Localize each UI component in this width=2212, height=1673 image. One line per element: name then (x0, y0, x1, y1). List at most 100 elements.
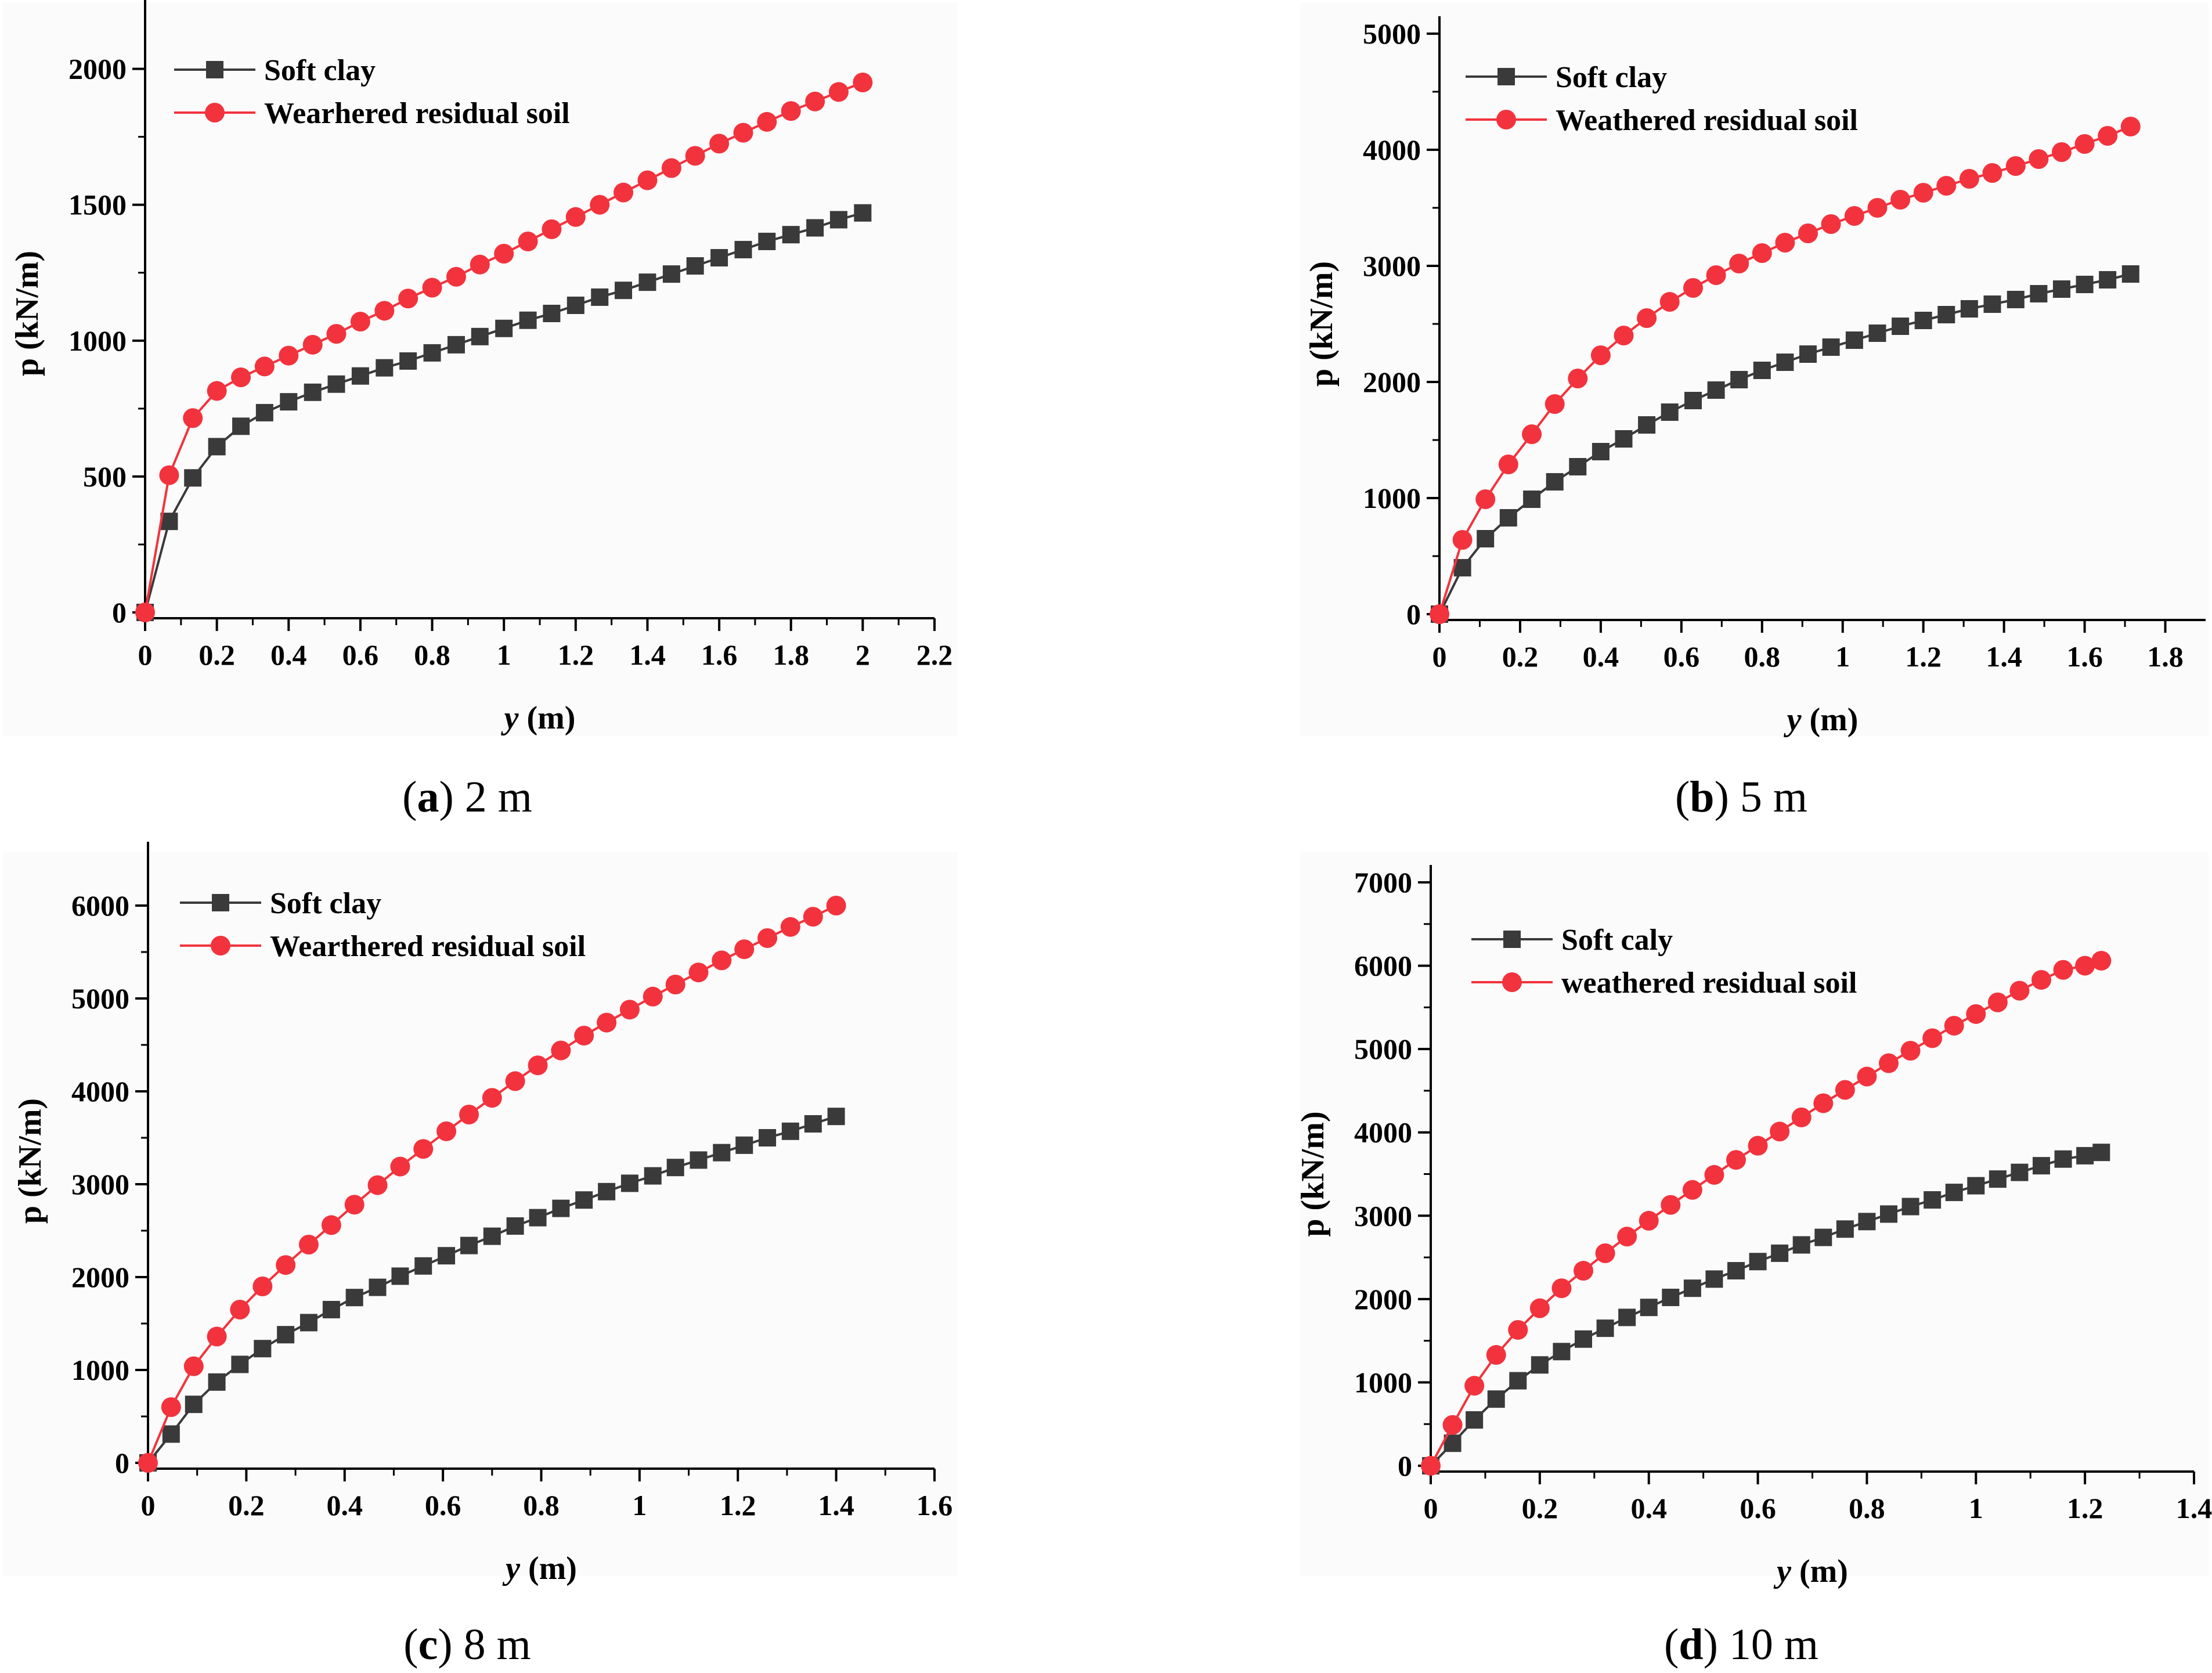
data-point-square (255, 403, 273, 421)
data-point-square (2121, 265, 2139, 283)
data-point-square (1771, 1244, 1789, 1262)
data-point-square (1836, 1220, 1854, 1238)
data-point-circle (1595, 1243, 1615, 1263)
data-point-square (1749, 1253, 1767, 1271)
data-point-square (1822, 338, 1840, 356)
data-point-square (254, 1340, 272, 1358)
y-tick-label: 4000 (71, 1075, 129, 1108)
data-point-circle (1637, 308, 1657, 328)
data-point-circle (279, 345, 299, 366)
data-point-circle (1486, 1345, 1506, 1365)
data-point-circle (459, 1105, 479, 1124)
data-point-circle (1614, 326, 1634, 345)
y-tick-label: 1000 (1354, 1366, 1412, 1398)
data-point-circle (207, 1326, 227, 1347)
data-point-square (804, 1115, 822, 1133)
data-point-square (184, 469, 202, 487)
caption-letter: b (1690, 773, 1715, 821)
data-point-square (208, 438, 226, 456)
legend-label: Wearthered residual soil (270, 930, 586, 963)
data-point-square (2007, 291, 2025, 308)
data-point-square (1799, 345, 1817, 363)
data-point-circle (518, 231, 538, 251)
data-point-circle (1421, 1456, 1441, 1476)
data-point-circle (302, 334, 323, 355)
data-point-square (460, 1236, 478, 1254)
data-point-circle (374, 301, 395, 321)
data-point-square (495, 319, 513, 337)
x-tick-label: 0.2 (199, 639, 235, 671)
data-point-square (735, 1136, 753, 1154)
series-soft-clay (1431, 265, 2139, 623)
legend-marker-square (1503, 931, 1521, 948)
data-point-circle (597, 1012, 617, 1033)
data-point-circle (853, 73, 873, 93)
data-point-square (280, 393, 298, 411)
x-tick-label: 0.4 (270, 639, 307, 671)
data-point-circle (1791, 1107, 1812, 1127)
x-tick-label: 0 (1432, 640, 1447, 673)
data-point-square (369, 1278, 387, 1296)
data-point-square (327, 375, 345, 393)
data-point-circle (470, 254, 490, 275)
data-point-circle (390, 1156, 410, 1177)
x-tick-label: 0 (138, 639, 153, 671)
data-point-square (1477, 530, 1495, 547)
data-point-circle (661, 158, 681, 178)
data-point-circle (1922, 1028, 1943, 1048)
data-point-square (185, 1396, 203, 1414)
data-point-square (1662, 1288, 1680, 1306)
data-point-circle (757, 928, 778, 948)
data-point-circle (1574, 1261, 1593, 1281)
data-point-square (1553, 1343, 1571, 1361)
data-point-square (1753, 362, 1771, 379)
series-soft-clay (139, 1108, 845, 1472)
data-point-circle (252, 1277, 273, 1296)
data-point-square (208, 1373, 226, 1391)
data-point-circle (542, 219, 562, 239)
data-point-circle (2074, 134, 2095, 154)
data-point-circle (1545, 394, 1565, 414)
data-point-circle (505, 1071, 525, 1091)
data-point-circle (276, 1255, 296, 1275)
data-point-square (1509, 1372, 1527, 1390)
series-soft-clay (1422, 1144, 2110, 1474)
legend-label: weathered residual soil (1561, 967, 1857, 1000)
data-point-square (1575, 1330, 1592, 1348)
x-tick-label: 0.8 (1744, 640, 1781, 673)
data-point-square (1868, 324, 1886, 342)
data-point-circle (709, 134, 730, 154)
x-tick-label: 0.6 (1740, 1492, 1776, 1524)
y-tick-label: 1000 (68, 324, 127, 357)
caption-text: 5 m (1740, 773, 1808, 821)
data-point-square (2052, 280, 2070, 298)
x-tick-label: 1.2 (558, 639, 594, 671)
data-point-circle (2009, 980, 2030, 1001)
x-tick-label: 0.4 (1583, 640, 1619, 673)
data-point-circle (1726, 1150, 1746, 1170)
data-point-square (1730, 371, 1748, 388)
x-axis-label: y (m) (1784, 702, 1859, 738)
data-point-square (1707, 381, 1725, 399)
data-point-square (1880, 1205, 1897, 1223)
data-point-circle (2098, 126, 2118, 146)
data-point-circle (1770, 1122, 1790, 1142)
data-point-circle (367, 1175, 388, 1195)
x-tick-label: 0.2 (228, 1489, 265, 1521)
data-point-square (447, 336, 465, 354)
data-point-square (1776, 354, 1794, 371)
data-point-circle (1959, 169, 1979, 189)
data-point-circle (1452, 530, 1473, 550)
data-point-circle (482, 1088, 502, 1108)
panel-c-8m: 0 0.2 0.4 0.6 0.8 1 1.2 1.4 1.6 0 1000 2000 3000 4000… (3, 842, 958, 1587)
x-tick-label: 1.8 (773, 639, 809, 671)
x-tick-label: 1.8 (2147, 640, 2184, 673)
data-point-circle (780, 917, 800, 937)
series-residual-soil (135, 73, 873, 622)
panel-d-10m: 0 0.2 0.4 0.6 0.8 1 1.2 1.4 0 1000 2000 3000 4000 500… (1295, 852, 2212, 1589)
data-point-square (345, 1289, 363, 1307)
legend: Soft clay Weathered residual soil (1466, 61, 1858, 137)
y-tick-label: 2000 (71, 1261, 129, 1293)
x-tick-label: 0.4 (327, 1489, 363, 1521)
x-tick-label: 1.6 (2066, 640, 2103, 673)
